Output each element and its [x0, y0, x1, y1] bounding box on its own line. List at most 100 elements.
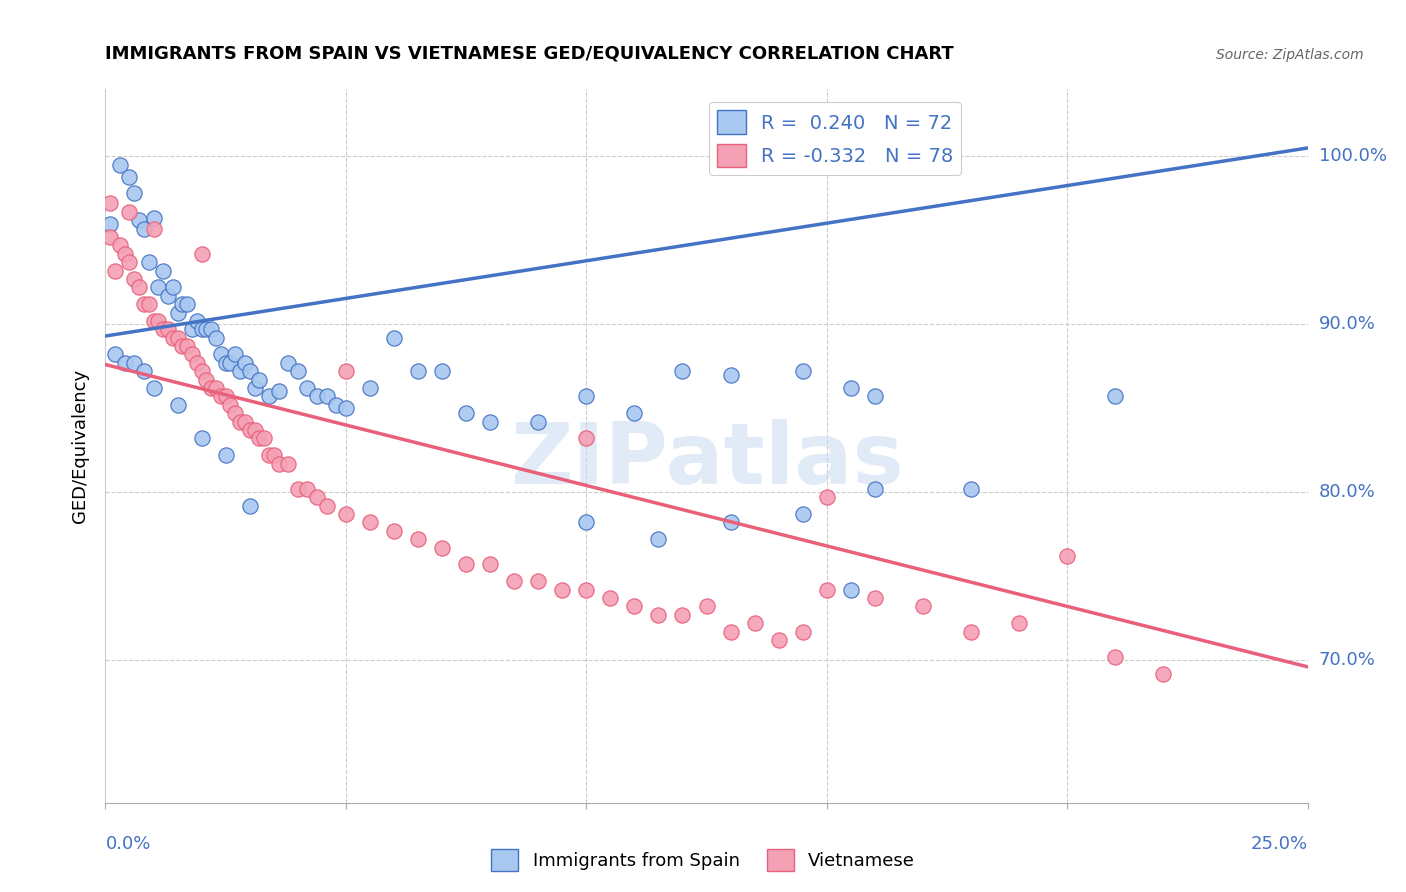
- Point: [132, 297, 155, 311]
- Point: [108, 158, 131, 172]
- Point: [209, 347, 232, 361]
- Point: [148, 314, 170, 328]
- Point: [839, 582, 862, 597]
- Point: [551, 582, 574, 597]
- Point: [214, 389, 236, 403]
- Point: [315, 389, 337, 403]
- Point: [200, 381, 222, 395]
- Legend: R =  0.240   N = 72, R = -0.332   N = 78: R = 0.240 N = 72, R = -0.332 N = 78: [709, 103, 962, 175]
- Point: [720, 624, 742, 639]
- Point: [243, 423, 266, 437]
- Point: [479, 415, 502, 429]
- Point: [359, 381, 381, 395]
- Point: [166, 398, 188, 412]
- Point: [118, 204, 141, 219]
- Point: [142, 314, 165, 328]
- Point: [166, 305, 188, 319]
- Point: [257, 389, 280, 403]
- Point: [911, 599, 934, 614]
- Point: [214, 448, 236, 462]
- Point: [599, 591, 621, 605]
- Point: [863, 389, 886, 403]
- Point: [671, 364, 693, 378]
- Point: [152, 322, 174, 336]
- Point: [1056, 549, 1078, 563]
- Point: [138, 255, 160, 269]
- Point: [247, 373, 270, 387]
- Point: [305, 490, 328, 504]
- Point: [239, 364, 262, 378]
- Point: [186, 356, 208, 370]
- Point: [960, 482, 983, 496]
- Y-axis label: GED/Equivalency: GED/Equivalency: [72, 369, 90, 523]
- Point: [335, 507, 357, 521]
- Text: IMMIGRANTS FROM SPAIN VS VIETNAMESE GED/EQUIVALENCY CORRELATION CHART: IMMIGRANTS FROM SPAIN VS VIETNAMESE GED/…: [105, 45, 955, 62]
- Point: [229, 415, 252, 429]
- Point: [176, 297, 198, 311]
- Point: [575, 582, 598, 597]
- Point: [792, 624, 814, 639]
- Text: 25.0%: 25.0%: [1250, 835, 1308, 853]
- Point: [239, 499, 262, 513]
- Point: [219, 398, 242, 412]
- Point: [430, 541, 453, 555]
- Point: [257, 448, 280, 462]
- Point: [335, 364, 357, 378]
- Point: [176, 339, 198, 353]
- Point: [503, 574, 526, 589]
- Point: [335, 401, 357, 416]
- Point: [839, 381, 862, 395]
- Point: [162, 280, 184, 294]
- Point: [156, 322, 179, 336]
- Point: [267, 384, 290, 399]
- Point: [219, 356, 242, 370]
- Point: [671, 607, 693, 622]
- Point: [647, 532, 669, 546]
- Point: [104, 263, 127, 277]
- Point: [142, 211, 165, 226]
- Point: [172, 297, 194, 311]
- Point: [1008, 616, 1031, 631]
- Point: [148, 280, 170, 294]
- Point: [98, 230, 121, 244]
- Point: [124, 356, 146, 370]
- Point: [430, 364, 453, 378]
- Point: [98, 217, 121, 231]
- Point: [479, 558, 502, 572]
- Point: [124, 272, 146, 286]
- Point: [1152, 666, 1174, 681]
- Point: [406, 532, 429, 546]
- Point: [768, 632, 790, 647]
- Point: [527, 415, 550, 429]
- Point: [454, 558, 477, 572]
- Point: [224, 406, 246, 420]
- Point: [623, 599, 645, 614]
- Text: 80.0%: 80.0%: [1319, 483, 1375, 501]
- Point: [132, 364, 155, 378]
- Point: [382, 331, 405, 345]
- Point: [209, 389, 232, 403]
- Point: [118, 255, 141, 269]
- Point: [1104, 389, 1126, 403]
- Point: [205, 381, 228, 395]
- Point: [263, 448, 285, 462]
- Point: [162, 331, 184, 345]
- Point: [325, 398, 347, 412]
- Point: [277, 457, 299, 471]
- Point: [863, 482, 886, 496]
- Point: [287, 364, 309, 378]
- Point: [720, 516, 742, 530]
- Point: [186, 314, 208, 328]
- Point: [190, 364, 212, 378]
- Point: [815, 582, 838, 597]
- Point: [815, 490, 838, 504]
- Point: [166, 331, 188, 345]
- Point: [142, 221, 165, 235]
- Point: [156, 289, 179, 303]
- Point: [647, 607, 669, 622]
- Point: [190, 246, 212, 260]
- Point: [132, 221, 155, 235]
- Point: [138, 297, 160, 311]
- Point: [382, 524, 405, 538]
- Point: [575, 432, 598, 446]
